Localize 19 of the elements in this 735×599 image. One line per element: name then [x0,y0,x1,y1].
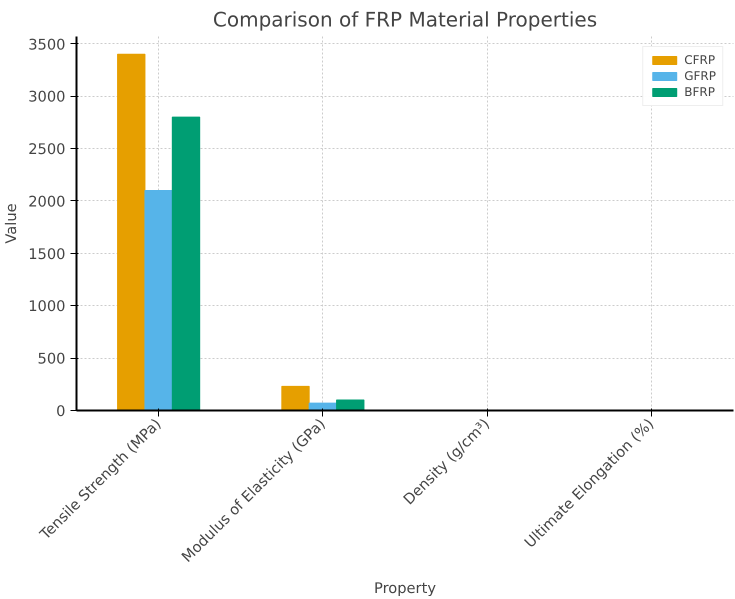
y-tick-label: 0 [56,403,66,420]
legend-label: BFRP [684,85,715,99]
bar [172,116,200,410]
legend-label: CFRP [684,53,716,67]
bar [281,386,310,410]
bar [117,54,146,410]
chart-title: Comparison of FRP Material Properties [212,8,598,32]
y-tick-label: 500 [38,350,66,368]
y-tick-label: 1000 [28,298,66,316]
y-tick-label: 3000 [28,88,66,106]
y-axis-title: Value [3,203,20,244]
legend-label: GFRP [684,69,716,83]
y-tick-label: 2500 [28,141,66,158]
bar [144,190,173,410]
y-tick-label: 3500 [28,36,66,54]
bar [336,400,364,410]
y-tick-label: 1500 [28,246,66,263]
x-axis-title: Property [374,580,436,597]
y-tick-label: 2000 [28,193,66,210]
